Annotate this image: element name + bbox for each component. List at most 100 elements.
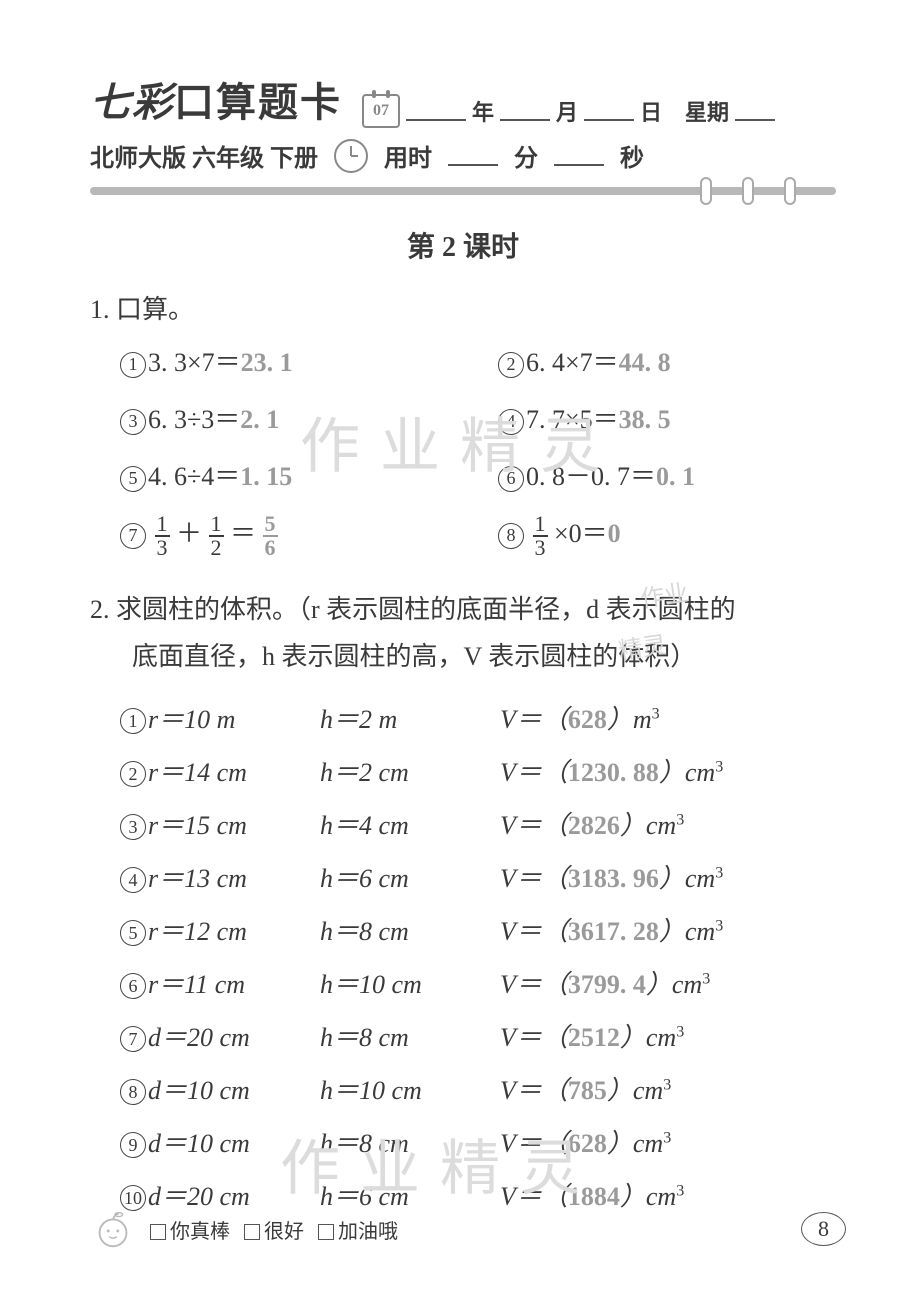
divider-bar — [90, 187, 836, 195]
fraction: 13 — [155, 513, 170, 559]
expr: 7. 7×5＝ — [526, 405, 619, 434]
expr: 6. 4×7＝ — [526, 348, 619, 377]
answer: 0. 1 — [656, 462, 695, 491]
q2-label-line1: 2. 求圆柱的体积。（r 表示圆柱的底面半径，d 表示圆柱的 — [90, 587, 836, 634]
header: 七彩口算题卡 07 年 月 日 星期 — [90, 70, 836, 128]
page-number: 8 — [801, 1212, 846, 1246]
lesson-title: 第 2 课时 — [90, 225, 836, 265]
param: r＝11 cm — [148, 970, 245, 999]
item-number: 6 — [120, 973, 146, 999]
answer: 0 — [608, 519, 621, 548]
q2-row: 4r＝13 cmh＝6 cmV＝（3183. 96）cm3 — [120, 858, 836, 895]
q1-item: 60. 8－0. 7＝0. 1 — [498, 456, 836, 493]
item-number: 3 — [120, 814, 146, 840]
date-fields: 07 年 月 日 星期 — [362, 94, 775, 128]
volume: V＝（3799. 4）cm3 — [500, 964, 836, 1001]
q1-item: 54. 6÷4＝1. 15 — [120, 456, 458, 493]
item-number: 5 — [120, 466, 146, 492]
day-blank[interactable] — [584, 101, 634, 121]
answer: 2. 1 — [240, 405, 279, 434]
q2-row: 5r＝12 cmh＝8 cmV＝（3617. 28）cm3 — [120, 911, 836, 948]
q2-row: 9d＝10 cmh＝8 cmV＝（628）cm3 — [120, 1123, 836, 1160]
footer-option[interactable]: 加油哦 — [318, 1215, 398, 1244]
clock-icon — [334, 139, 368, 173]
answer-fraction: 56 — [263, 513, 278, 559]
item-number: 1 — [120, 352, 146, 378]
day-label: 日 — [640, 95, 662, 127]
item-number: 5 — [120, 920, 146, 946]
answer: 628 — [568, 705, 607, 734]
volume: V＝（3617. 28）cm3 — [500, 911, 836, 948]
answer: 23. 1 — [241, 348, 293, 377]
answer: 785 — [568, 1076, 607, 1105]
expr-tail: ×0＝ — [554, 519, 608, 548]
weekday-blank[interactable] — [735, 101, 775, 121]
minute-blank[interactable] — [448, 146, 498, 166]
q1-item: 47. 7×5＝38. 5 — [498, 399, 836, 436]
item-number: 6 — [498, 466, 524, 492]
answer: 3617. 28 — [568, 917, 659, 946]
answer: 2512 — [568, 1023, 620, 1052]
fraction: 13 — [533, 513, 548, 559]
month-blank[interactable] — [500, 101, 550, 121]
q2-row: 3r＝15 cm h＝4 cmV＝（2826）cm3 — [120, 805, 836, 842]
answer: 44. 8 — [619, 348, 671, 377]
q1-item: 36. 3÷3＝2. 1 — [120, 399, 458, 436]
param: r＝15 cm — [148, 811, 247, 840]
expr: 3. 3×7＝ — [148, 348, 241, 377]
item-number: 2 — [498, 352, 524, 378]
footer-option[interactable]: 很好 — [244, 1215, 304, 1244]
item-number: 8 — [498, 523, 524, 549]
q2-row: 1r＝10 mh＝2 mV＝（628）m3 — [120, 699, 836, 736]
expr: 0. 8－0. 7＝ — [526, 462, 656, 491]
answer: 38. 5 — [619, 405, 671, 434]
height: h＝4 cm — [320, 805, 500, 842]
sub-header: 北师大版 六年级 下册 用时 分 秒 — [90, 138, 836, 173]
month-label: 月 — [556, 95, 578, 127]
volume: V＝（3183. 96）cm3 — [500, 858, 836, 895]
title-prefix: 七彩 — [90, 80, 174, 125]
year-blank[interactable] — [406, 101, 466, 121]
year-label: 年 — [472, 95, 494, 127]
answer: 2826 — [568, 811, 620, 840]
answer: 1. 15 — [240, 462, 292, 491]
param: d＝20 cm — [148, 1023, 250, 1052]
q2-row: 6r＝11 cm h＝10 cmV＝（3799. 4）cm3 — [120, 964, 836, 1001]
q1-label: 1. 口算。 — [90, 289, 836, 326]
volume: V＝（2826）cm3 — [500, 805, 836, 842]
q1-item: 13. 3×7＝23. 1 — [120, 342, 458, 379]
footer: 你真棒 很好 加油哦 8 — [90, 1206, 846, 1252]
answer: 3799. 4 — [568, 970, 646, 999]
second-blank[interactable] — [554, 146, 604, 166]
eq: ＝ — [230, 519, 256, 548]
footer-option[interactable]: 你真棒 — [150, 1215, 230, 1244]
subtitle: 北师大版 六年级 下册 — [90, 138, 318, 173]
item-number: 7 — [120, 523, 146, 549]
q2-label: 2. 求圆柱的体积。（r 表示圆柱的底面半径，d 表示圆柱的 底面直径，h 表示… — [90, 587, 836, 681]
q2-row: 2r＝14 cmh＝2 cmV＝（1230. 88）cm3 — [120, 752, 836, 789]
volume: V＝（785）cm3 — [500, 1070, 836, 1107]
divider-clips — [700, 177, 796, 205]
height: h＝10 cm — [320, 1070, 500, 1107]
second-label: 秒 — [620, 138, 644, 173]
q1-item-fraction: 8 13 ×0＝0 — [498, 513, 836, 559]
param: d＝10 cm — [148, 1129, 250, 1158]
item-number: 9 — [120, 1132, 146, 1158]
height: h＝6 cm — [320, 858, 500, 895]
answer: 628 — [568, 1129, 607, 1158]
height: h＝8 cm — [320, 911, 500, 948]
minute-label: 分 — [514, 138, 538, 173]
height: h＝10 cm — [320, 964, 500, 1001]
item-number: 4 — [498, 409, 524, 435]
calendar-icon: 07 — [362, 94, 400, 128]
q2-table: 1r＝10 mh＝2 mV＝（628）m3 2r＝14 cmh＝2 cmV＝（12… — [90, 699, 836, 1213]
height: h＝8 cm — [320, 1123, 500, 1160]
title: 七彩口算题卡 — [90, 70, 342, 128]
title-suffix: 口算题卡 — [174, 80, 342, 125]
item-number: 7 — [120, 1026, 146, 1052]
volume: V＝（1230. 88）cm3 — [500, 752, 836, 789]
expr: 6. 3÷3＝ — [148, 405, 240, 434]
height: h＝2 cm — [320, 752, 500, 789]
item-number: 3 — [120, 409, 146, 435]
q2-row: 7d＝20 cmh＝8 cmV＝（2512）cm3 — [120, 1017, 836, 1054]
